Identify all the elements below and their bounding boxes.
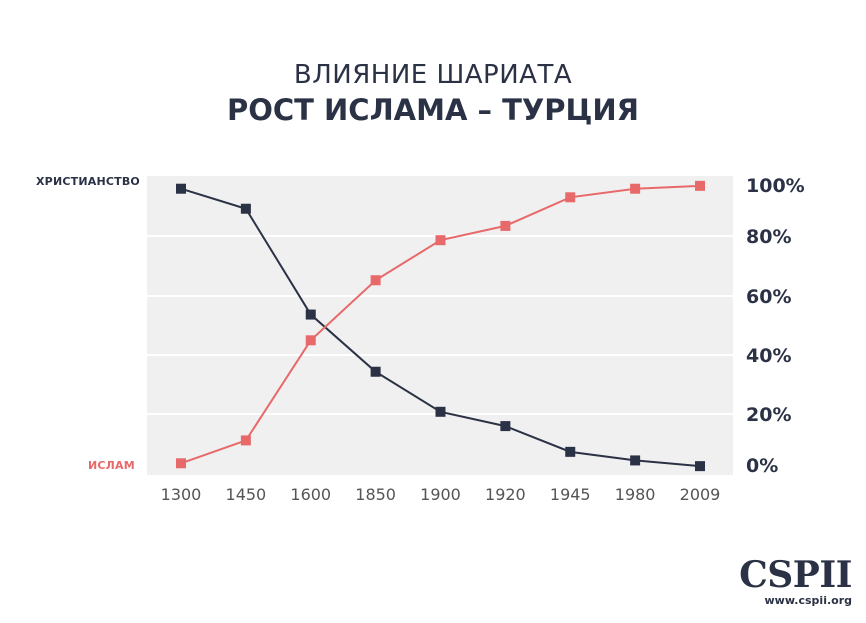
y-tick-label: 20% bbox=[746, 404, 791, 426]
x-tick-label: 1900 bbox=[420, 485, 461, 504]
data-point-christianity bbox=[565, 446, 576, 457]
y-tick-label: 100% bbox=[746, 175, 805, 197]
data-point-islam bbox=[565, 192, 576, 203]
x-tick-label: 1920 bbox=[485, 485, 526, 504]
data-point-islam bbox=[176, 458, 186, 469]
x-tick-label: 1850 bbox=[355, 485, 396, 504]
data-point-islam bbox=[435, 235, 446, 246]
data-point-christianity bbox=[695, 461, 705, 472]
data-point-christianity bbox=[240, 203, 251, 214]
data-point-christianity bbox=[370, 366, 381, 377]
data-point-christianity bbox=[500, 421, 511, 432]
data-point-islam bbox=[240, 435, 251, 446]
plot-background bbox=[147, 176, 733, 475]
logo-mark: CSPII bbox=[739, 554, 852, 596]
x-tick-label: 1980 bbox=[615, 485, 656, 504]
data-point-islam bbox=[500, 220, 511, 231]
data-point-islam bbox=[305, 335, 316, 346]
chart-subtitle: РОСТ ИСЛАМА – ТУРЦИЯ bbox=[226, 93, 640, 127]
x-tick-label: 2009 bbox=[680, 485, 721, 504]
chart-title: ВЛИЯНИЕ ШАРИАТА bbox=[293, 60, 573, 90]
data-point-islam bbox=[630, 183, 641, 194]
x-tick-label: 1600 bbox=[290, 485, 331, 504]
data-point-christianity bbox=[630, 455, 641, 466]
data-point-christianity bbox=[176, 183, 186, 194]
data-point-christianity bbox=[435, 406, 446, 417]
x-tick-label: 1945 bbox=[550, 485, 591, 504]
series-label-christianity: ХРИСТИАНСТВО bbox=[36, 175, 140, 188]
y-tick-label: 80% bbox=[746, 226, 791, 248]
data-point-christianity bbox=[305, 309, 316, 320]
data-point-islam bbox=[370, 275, 381, 286]
y-tick-label: 60% bbox=[746, 286, 791, 308]
logo-url: www.cspii.org bbox=[764, 594, 852, 607]
data-point-islam bbox=[695, 180, 705, 191]
y-tick-label: 0% bbox=[746, 455, 778, 477]
x-tick-label: 1300 bbox=[161, 485, 202, 504]
y-tick-label: 40% bbox=[746, 345, 791, 367]
cspii-logo: CSPII www.cspii.org bbox=[739, 556, 852, 607]
series-label-islam: ИСЛАМ bbox=[88, 459, 135, 472]
x-tick-label: 1450 bbox=[226, 485, 267, 504]
